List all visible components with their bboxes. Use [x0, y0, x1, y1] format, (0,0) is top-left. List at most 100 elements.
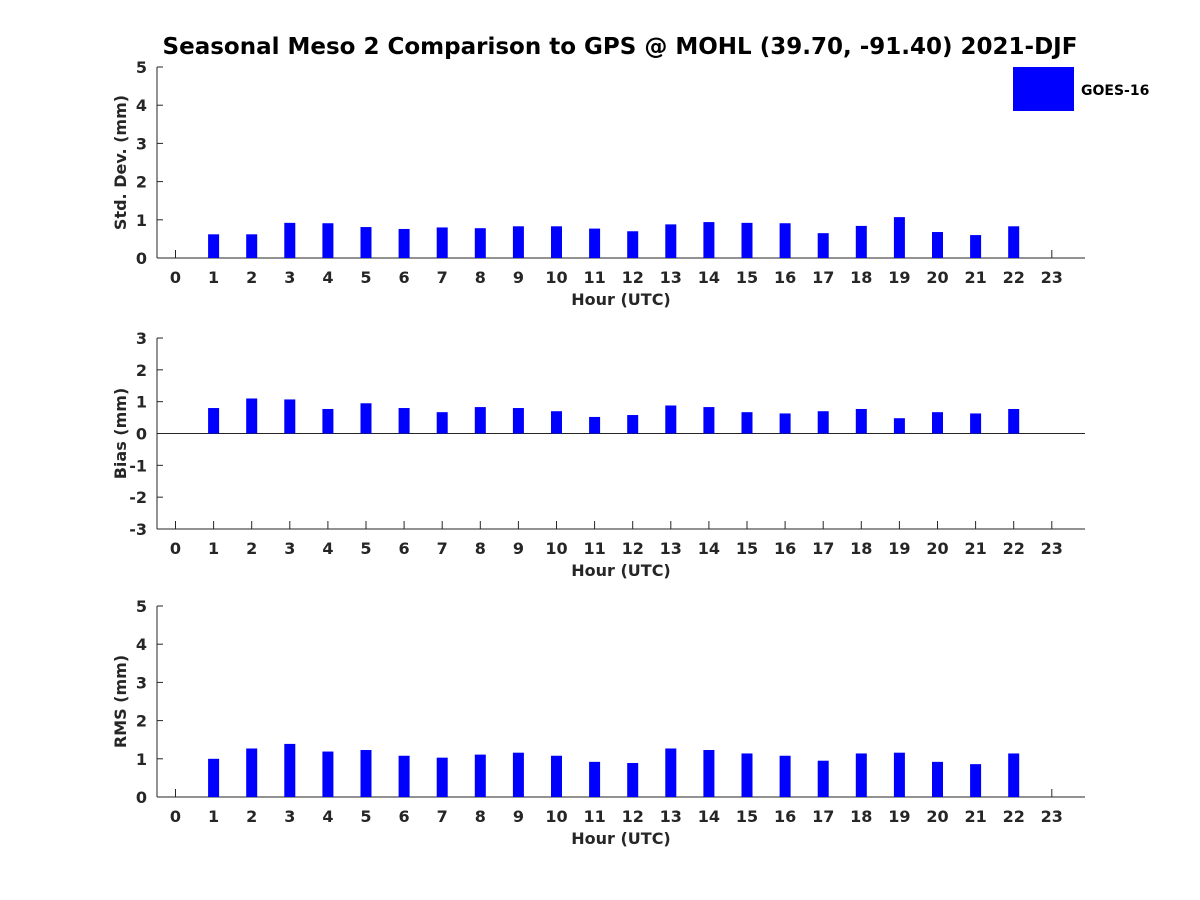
x-tick-label: 0: [170, 268, 181, 287]
bar-hour-2: [246, 234, 258, 258]
bar-hour-13: [665, 748, 677, 797]
x-tick-label: 20: [926, 539, 948, 558]
bar-hour-17: [817, 760, 829, 797]
bar-hour-10: [551, 755, 562, 797]
bar-hour-22: [1008, 753, 1020, 797]
y-tick-label: 1: [136, 750, 147, 769]
bar-hour-14: [703, 407, 715, 434]
legend-label: GOES-16: [1081, 83, 1149, 99]
x-tick-label: 1: [208, 807, 219, 826]
x-tick-label: 15: [736, 807, 758, 826]
x-axis-label: Hour (UTC): [571, 561, 671, 580]
x-tick-label: 16: [774, 268, 796, 287]
y-tick-label: -3: [129, 520, 147, 539]
y-tick-label: 0: [136, 249, 147, 268]
y-axis-label: Std. Dev. (mm): [111, 95, 130, 230]
x-tick-label: 22: [1003, 807, 1025, 826]
x-tick-label: 11: [583, 268, 605, 287]
x-tick-label: 3: [284, 807, 295, 826]
x-tick-label: 18: [850, 268, 872, 287]
bar-hour-15: [741, 753, 753, 797]
x-tick-label: 3: [284, 268, 295, 287]
y-tick-label: -1: [129, 456, 147, 475]
y-tick-label: 4: [136, 635, 147, 654]
bar-hour-12: [627, 231, 639, 258]
bar-hour-8: [474, 754, 486, 797]
x-tick-label: 16: [774, 539, 796, 558]
legend: GOES-16: [1013, 67, 1149, 111]
bar-hour-19: [893, 418, 905, 434]
x-axis-label: Hour (UTC): [571, 290, 671, 309]
y-tick-label: 1: [136, 393, 147, 412]
x-tick-label: 6: [399, 539, 410, 558]
bar-hour-3: [284, 399, 296, 434]
bar-hour-7: [436, 757, 448, 797]
x-tick-label: 7: [437, 807, 448, 826]
y-tick-label: 2: [136, 173, 147, 192]
bar-hour-19: [893, 217, 905, 258]
x-tick-label: 1: [208, 539, 219, 558]
x-tick-label: 4: [322, 539, 333, 558]
bar-hour-17: [817, 411, 829, 434]
bar-hour-9: [512, 226, 524, 258]
y-tick-label: 5: [136, 597, 147, 616]
x-tick-label: 20: [926, 268, 948, 287]
bar-hour-22: [1008, 408, 1020, 434]
bar-hour-14: [703, 222, 715, 258]
x-tick-label: 8: [475, 268, 486, 287]
x-tick-label: 5: [360, 807, 371, 826]
x-tick-label: 10: [545, 807, 567, 826]
x-tick-label: 5: [360, 268, 371, 287]
x-tick-label: 2: [246, 807, 257, 826]
x-tick-label: 0: [170, 539, 181, 558]
bar-hour-16: [779, 413, 791, 434]
x-tick-label: 0: [170, 807, 181, 826]
x-tick-label: 11: [583, 539, 605, 558]
y-tick-label: 3: [136, 673, 147, 692]
bar-hour-2: [246, 398, 258, 434]
bar-hour-18: [855, 225, 867, 258]
x-tick-label: 12: [622, 807, 644, 826]
bar-hour-4: [322, 751, 334, 797]
x-tick-label: 17: [812, 539, 834, 558]
x-tick-label: 23: [1041, 807, 1063, 826]
bar-hour-3: [284, 743, 296, 797]
bar-hour-21: [970, 235, 982, 258]
x-tick-label: 19: [888, 268, 910, 287]
bar-hour-16: [779, 755, 791, 797]
x-tick-label: 4: [322, 268, 333, 287]
y-tick-label: 0: [136, 788, 147, 807]
bar-hour-6: [398, 408, 410, 434]
x-tick-label: 13: [660, 268, 682, 287]
bar-hour-9: [512, 408, 524, 434]
y-axis-label: RMS (mm): [111, 655, 130, 748]
x-tick-label: 11: [583, 807, 605, 826]
x-tick-label: 9: [513, 539, 524, 558]
y-tick-label: 2: [136, 712, 147, 731]
y-tick-label: 3: [136, 329, 147, 348]
bar-hour-21: [970, 413, 982, 434]
x-tick-label: 12: [622, 268, 644, 287]
x-tick-label: 6: [399, 268, 410, 287]
x-tick-label: 23: [1041, 268, 1063, 287]
x-tick-label: 18: [850, 807, 872, 826]
y-tick-label: -2: [129, 488, 147, 507]
bar-hour-16: [779, 223, 791, 258]
x-tick-label: 10: [545, 268, 567, 287]
x-tick-label: 17: [812, 807, 834, 826]
x-tick-label: 23: [1041, 539, 1063, 558]
bar-hour-13: [665, 405, 677, 434]
bar-hour-8: [474, 228, 486, 258]
y-tick-label: 1: [136, 211, 147, 230]
y-tick-label: 4: [136, 96, 147, 115]
x-tick-label: 1: [208, 268, 219, 287]
x-tick-label: 22: [1003, 268, 1025, 287]
x-tick-label: 19: [888, 539, 910, 558]
x-tick-label: 21: [964, 807, 986, 826]
bar-hour-21: [970, 764, 982, 797]
x-tick-label: 16: [774, 807, 796, 826]
y-tick-label: 5: [136, 58, 147, 77]
